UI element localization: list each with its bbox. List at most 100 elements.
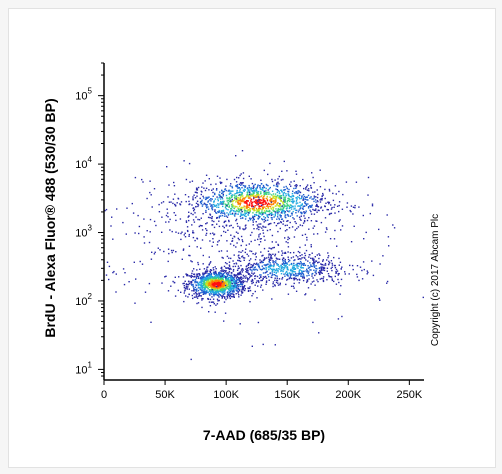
- event-point: [214, 311, 216, 313]
- event-point: [350, 241, 353, 243]
- event-point: [220, 281, 222, 283]
- event-point: [229, 283, 232, 285]
- event-point: [329, 238, 332, 240]
- event-point: [270, 214, 273, 216]
- event-point: [274, 196, 277, 198]
- event-point: [187, 196, 190, 198]
- event-point: [236, 209, 238, 212]
- event-point: [242, 213, 244, 216]
- event-point: [205, 205, 207, 207]
- event-point: [229, 290, 232, 293]
- event-point: [333, 264, 336, 267]
- event-point: [286, 266, 289, 268]
- event-point: [214, 287, 216, 289]
- event-point: [302, 222, 305, 224]
- event-point: [303, 195, 306, 198]
- event-point: [262, 254, 264, 257]
- event-point: [263, 193, 265, 195]
- event-point: [386, 280, 389, 283]
- event-point: [275, 188, 277, 190]
- event-point: [251, 207, 254, 210]
- event-point: [123, 283, 126, 286]
- event-point: [256, 192, 259, 194]
- event-point: [285, 194, 287, 197]
- event-point: [337, 278, 339, 281]
- event-point: [333, 206, 335, 208]
- event-point: [270, 264, 272, 266]
- event-point: [215, 278, 217, 280]
- event-point: [238, 251, 240, 253]
- event-point: [317, 206, 320, 208]
- event-point: [273, 274, 276, 276]
- event-point: [233, 278, 235, 281]
- event-point: [222, 270, 224, 273]
- event-point: [222, 269, 224, 271]
- event-point: [339, 261, 342, 263]
- event-point: [226, 281, 228, 283]
- event-point: [213, 226, 216, 229]
- event-point: [348, 273, 350, 275]
- event-point: [313, 258, 315, 260]
- event-point: [132, 212, 135, 214]
- event-point: [274, 215, 276, 217]
- event-point: [304, 202, 306, 204]
- event-point: [196, 274, 198, 276]
- event-point: [218, 285, 220, 288]
- event-point: [247, 273, 250, 275]
- event-point: [226, 263, 228, 265]
- event-point: [322, 279, 325, 282]
- event-point: [227, 294, 229, 296]
- event-point: [265, 267, 267, 269]
- event-point: [245, 275, 247, 277]
- event-point: [229, 210, 232, 213]
- event-point: [223, 275, 225, 277]
- event-point: [216, 223, 218, 225]
- event-point: [273, 197, 275, 199]
- event-point: [287, 197, 289, 200]
- event-point: [231, 209, 233, 211]
- event-point: [289, 183, 291, 186]
- event-point: [226, 283, 228, 285]
- event-point: [210, 183, 212, 186]
- event-point: [219, 294, 222, 296]
- event-point: [192, 207, 195, 209]
- event-point: [256, 210, 258, 212]
- event-point: [310, 269, 312, 271]
- event-point: [236, 192, 238, 194]
- event-point: [247, 272, 249, 274]
- event-point: [265, 191, 267, 193]
- event-point: [211, 245, 213, 247]
- event-point: [168, 221, 170, 223]
- event-point: [270, 276, 272, 278]
- event-point: [213, 295, 215, 297]
- event-point: [254, 239, 256, 241]
- event-point: [303, 219, 306, 222]
- event-point: [198, 273, 200, 275]
- event-point: [281, 210, 283, 213]
- event-point: [194, 191, 197, 193]
- event-point: [274, 202, 277, 204]
- event-point: [242, 177, 245, 180]
- event-point: [392, 224, 394, 226]
- event-point: [321, 198, 323, 200]
- event-point: [173, 212, 175, 214]
- event-point: [244, 211, 246, 213]
- event-point: [212, 288, 214, 290]
- event-point: [220, 288, 223, 290]
- event-point: [208, 286, 211, 289]
- event-point: [220, 234, 222, 237]
- event-point: [315, 260, 317, 262]
- event-point: [106, 261, 109, 263]
- event-point: [277, 214, 279, 216]
- event-point: [240, 264, 242, 267]
- event-point: [229, 201, 232, 203]
- event-point: [210, 281, 212, 283]
- event-point: [296, 279, 299, 281]
- event-point: [219, 198, 222, 200]
- event-point: [282, 267, 285, 269]
- event-point: [214, 271, 216, 274]
- event-point: [229, 191, 231, 193]
- event-point: [240, 235, 243, 238]
- event-point: [257, 321, 260, 324]
- event-point: [209, 203, 211, 205]
